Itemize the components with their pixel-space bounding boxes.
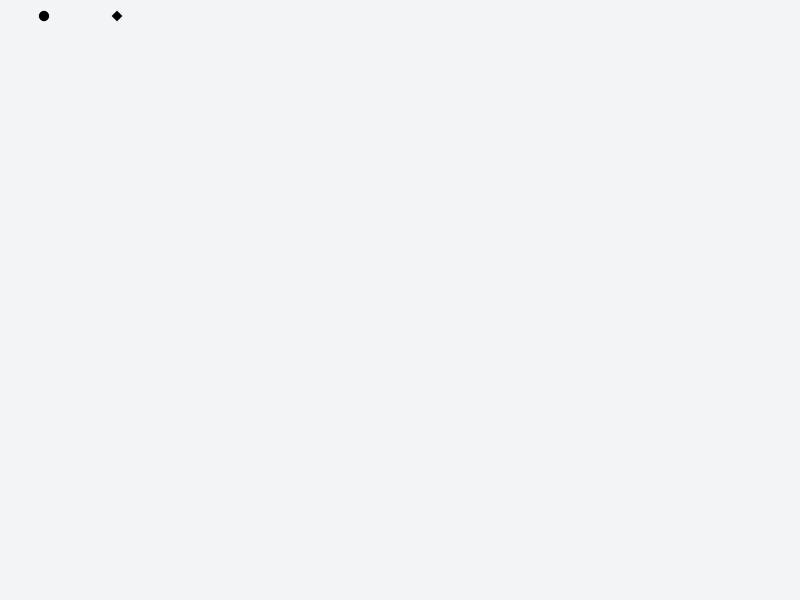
line-circle-marker-icon (38, 10, 50, 22)
chart-legend (24, 9, 144, 23)
legend-item-district-3[interactable] (97, 9, 144, 23)
legend-item-district-9[interactable] (24, 9, 71, 23)
line-diamond-marker-icon (111, 10, 123, 22)
